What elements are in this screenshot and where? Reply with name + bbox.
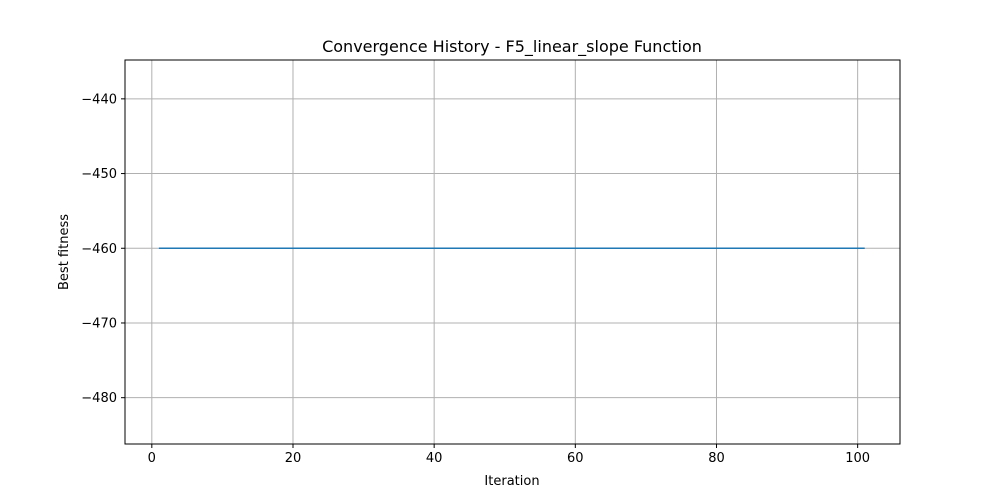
ticks: 0 20 40 60 80 100 −440 −450 −460 −470 −480: [81, 92, 870, 466]
x-tick-label: 0: [148, 451, 156, 466]
x-axis-label: Iteration: [484, 474, 539, 489]
y-tick-label: −480: [81, 391, 117, 406]
chart-title: Convergence History - F5_linear_slope Fu…: [322, 37, 702, 57]
y-tick-label: −460: [81, 242, 117, 257]
y-axis-label: Best fitness: [57, 214, 72, 290]
x-tick-label: 80: [708, 451, 725, 466]
y-tick-label: −450: [81, 167, 117, 182]
x-tick-label: 40: [426, 451, 443, 466]
y-tick-label: −470: [81, 316, 117, 331]
x-tick-label: 60: [567, 451, 584, 466]
x-tick-label: 100: [845, 451, 870, 466]
plot-frame: [124, 59, 901, 445]
x-tick-label: 20: [285, 451, 302, 466]
y-tick-label: −440: [81, 92, 117, 107]
